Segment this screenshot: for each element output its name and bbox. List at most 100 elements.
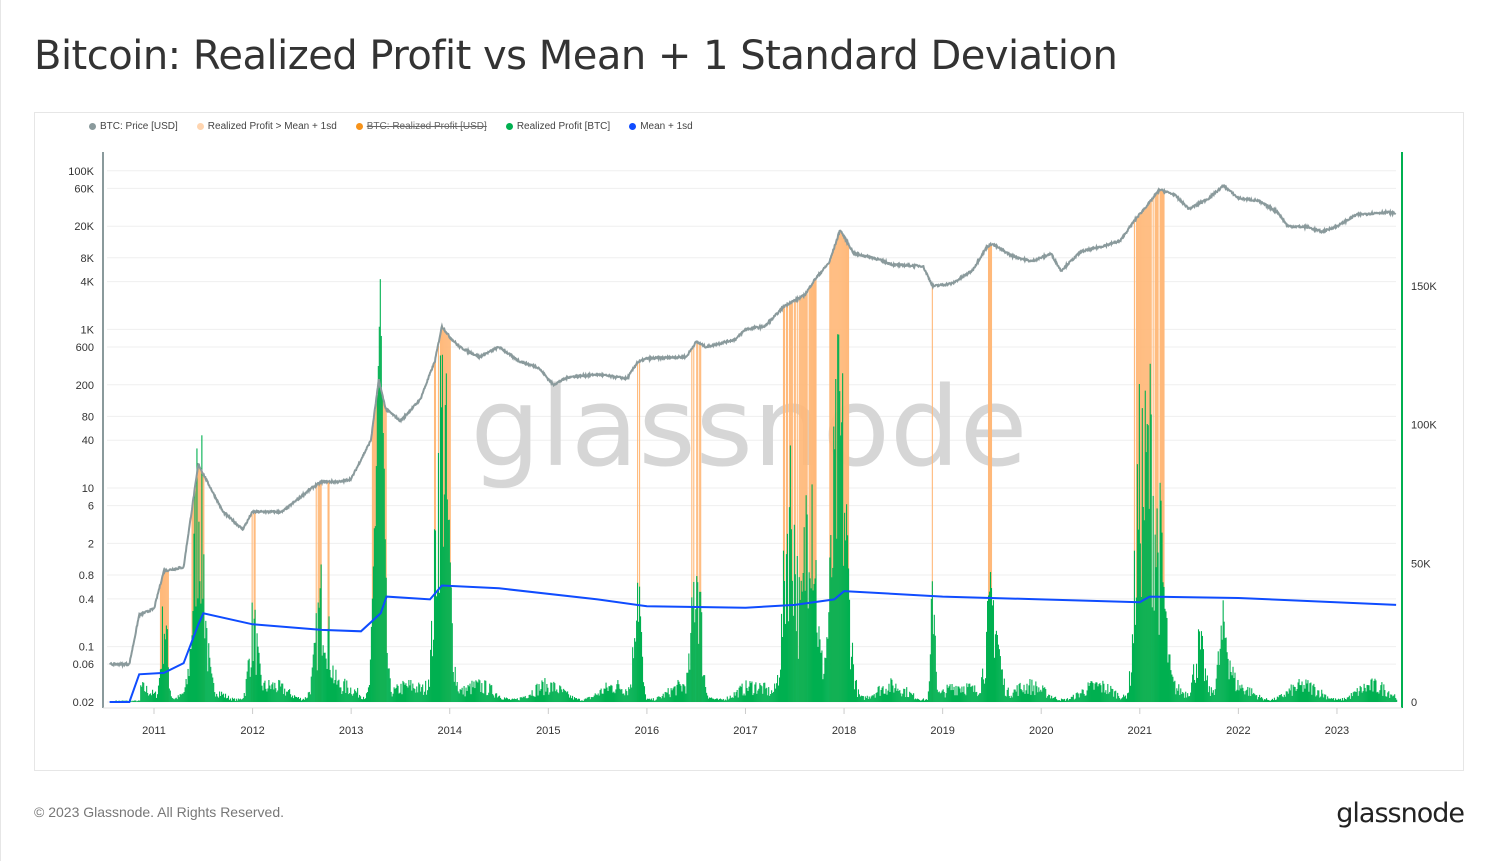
realized-profit-bar	[1350, 693, 1352, 702]
realized-profit-bar	[555, 691, 557, 702]
realized-profit-bar	[1066, 698, 1068, 702]
realized-profit-bar	[1332, 698, 1334, 702]
realized-profit-bar	[1099, 683, 1101, 702]
realized-profit-bar	[496, 693, 498, 702]
legend-item[interactable]: Mean + 1sd	[629, 121, 693, 132]
realized-profit-bar	[647, 698, 649, 702]
realized-profit-bar	[675, 695, 677, 702]
realized-profit-bar	[317, 602, 319, 702]
realized-profit-bar	[600, 688, 602, 702]
realized-profit-bar	[773, 691, 775, 702]
realized-profit-bar	[454, 666, 456, 702]
realized-profit-bar	[144, 691, 146, 702]
realized-profit-bar	[1214, 689, 1216, 702]
legend-item[interactable]: Realized Profit [BTC]	[505, 121, 610, 132]
realized-profit-bar	[806, 514, 808, 702]
realized-profit-bar	[991, 605, 994, 702]
realized-profit-bar	[589, 699, 591, 702]
realized-profit-bar	[808, 572, 810, 702]
realized-profit-bar	[433, 529, 436, 702]
brand-logo[interactable]: glassnode	[1336, 798, 1465, 829]
realized-profit-bar	[681, 691, 683, 702]
realized-profit-bar	[1298, 679, 1300, 702]
realized-profit-bar	[354, 689, 356, 702]
realized-profit-bar	[1013, 689, 1015, 702]
realized-profit-bar	[786, 533, 788, 702]
realized-profit-bar	[1041, 691, 1043, 702]
realized-profit-bar	[948, 686, 950, 702]
realized-profit-bar	[1259, 694, 1261, 702]
realized-profit-bar	[439, 355, 441, 702]
realized-profit-bar	[536, 683, 538, 702]
realized-profit-bar	[1074, 698, 1076, 702]
realized-profit-bar	[380, 335, 382, 702]
orange-band	[810, 286, 812, 702]
legend-item[interactable]: BTC: Price [USD]	[89, 121, 178, 132]
realized-profit-bar	[1301, 681, 1303, 702]
realized-profit-bar	[799, 599, 801, 702]
realized-profit-bar	[826, 637, 828, 702]
realized-profit-bar	[202, 598, 204, 702]
realized-profit-bar	[782, 550, 785, 702]
realized-profit-bar	[1342, 700, 1344, 702]
realized-profit-bar	[963, 686, 965, 702]
realized-profit-bar	[1012, 692, 1014, 702]
realized-profit-bar	[1126, 693, 1129, 702]
realized-profit-bar	[1369, 690, 1371, 702]
legend-item[interactable]: BTC: Realized Profit [USD]	[355, 121, 487, 132]
realized-profit-bar	[793, 524, 795, 702]
realized-profit-bar	[1069, 699, 1071, 702]
realized-profit-bar	[730, 697, 732, 702]
realized-profit-bar	[643, 686, 646, 702]
realized-profit-bar	[792, 615, 794, 702]
realized-profit-bar	[1157, 552, 1159, 702]
realized-profit-bar	[170, 696, 172, 702]
realized-profit-bar	[932, 634, 934, 702]
watermark: glassnode	[471, 363, 1028, 491]
realized-profit-bar	[1293, 686, 1295, 702]
realized-profit-bar	[865, 698, 867, 702]
realized-profit-bar	[1108, 693, 1110, 702]
realized-profit-bar	[1156, 508, 1158, 702]
realized-profit-bar	[1034, 695, 1036, 702]
realized-profit-bar	[480, 691, 482, 702]
realized-profit-bar	[283, 694, 285, 702]
realized-profit-bar	[975, 692, 977, 702]
realized-profit-bar	[1193, 664, 1195, 702]
orange-band	[814, 279, 816, 702]
realized-profit-bar	[1004, 695, 1006, 702]
realized-profit-bar	[275, 688, 277, 702]
realized-profit-bar	[1388, 691, 1390, 702]
realized-profit-bar	[1150, 414, 1152, 702]
realized-profit-bar	[661, 696, 663, 702]
legend-item[interactable]: Realized Profit > Mean + 1sd	[196, 121, 337, 132]
realized-profit-bar	[1117, 692, 1119, 702]
realized-profit-bar	[147, 692, 149, 702]
realized-profit-bar	[1260, 697, 1262, 702]
realized-profit-bar	[1373, 680, 1375, 702]
realized-profit-bar	[434, 530, 437, 702]
realized-profit-bar	[333, 683, 335, 702]
realized-profit-bar	[1057, 700, 1060, 702]
realized-profit-bar	[345, 692, 347, 702]
realized-profit-bar	[1079, 693, 1081, 702]
realized-profit-bar	[1218, 664, 1220, 702]
realized-profit-bar	[331, 678, 333, 702]
realized-profit-bar	[485, 680, 487, 702]
realized-profit-bar	[1007, 687, 1009, 702]
realized-profit-bar	[1083, 693, 1085, 702]
realized-profit-bar	[953, 686, 955, 702]
realized-profit-bar	[824, 657, 826, 702]
realized-profit-bar	[1197, 629, 1200, 702]
realized-profit-bar	[321, 655, 323, 702]
x-axis-tick-label: 2012	[240, 725, 264, 737]
realized-profit-bar	[545, 691, 547, 702]
realized-profit-bar	[520, 697, 522, 702]
realized-profit-bar	[999, 656, 1001, 702]
realized-profit-bar	[1326, 699, 1328, 702]
realized-profit-bar	[1085, 695, 1087, 702]
realized-profit-bar	[759, 683, 761, 702]
realized-profit-bar	[1316, 695, 1318, 702]
orange-band	[836, 241, 838, 703]
realized-profit-bar	[686, 672, 688, 702]
